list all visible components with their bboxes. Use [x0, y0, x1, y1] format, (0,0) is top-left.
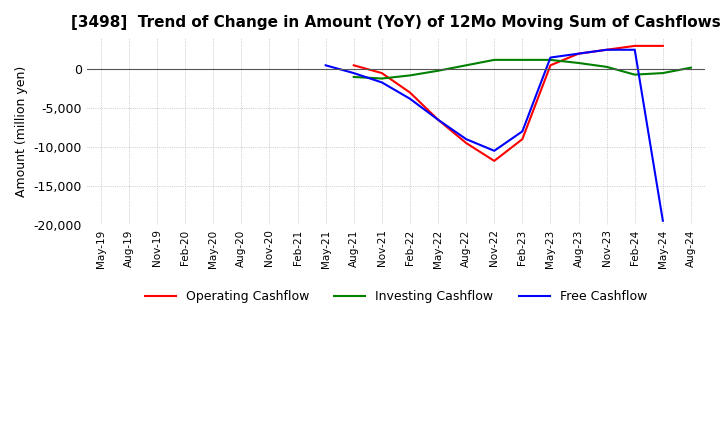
- Investing Cashflow: [462, 62, 470, 68]
- Free Cashflow: [321, 62, 330, 68]
- Free Cashflow: [603, 47, 611, 52]
- Operating Cashflow: [433, 117, 442, 122]
- Investing Cashflow: [349, 74, 358, 80]
- Operating Cashflow: [405, 90, 414, 95]
- Line: Operating Cashflow: Operating Cashflow: [354, 46, 663, 161]
- Title: [3498]  Trend of Change in Amount (YoY) of 12Mo Moving Sum of Cashflows: [3498] Trend of Change in Amount (YoY) o…: [71, 15, 720, 30]
- Investing Cashflow: [433, 68, 442, 73]
- Operating Cashflow: [377, 70, 386, 76]
- Investing Cashflow: [405, 73, 414, 78]
- Line: Investing Cashflow: Investing Cashflow: [354, 60, 691, 78]
- Operating Cashflow: [462, 140, 470, 146]
- Investing Cashflow: [687, 65, 696, 70]
- Investing Cashflow: [377, 76, 386, 81]
- Operating Cashflow: [546, 62, 555, 68]
- Investing Cashflow: [546, 57, 555, 62]
- Investing Cashflow: [631, 72, 639, 77]
- Free Cashflow: [377, 80, 386, 85]
- Free Cashflow: [546, 55, 555, 60]
- Y-axis label: Amount (million yen): Amount (million yen): [15, 66, 28, 197]
- Operating Cashflow: [349, 62, 358, 68]
- Free Cashflow: [405, 96, 414, 101]
- Free Cashflow: [433, 117, 442, 122]
- Investing Cashflow: [575, 60, 583, 66]
- Operating Cashflow: [575, 51, 583, 56]
- Free Cashflow: [462, 136, 470, 142]
- Investing Cashflow: [518, 57, 526, 62]
- Legend: Operating Cashflow, Investing Cashflow, Free Cashflow: Operating Cashflow, Investing Cashflow, …: [140, 285, 652, 308]
- Free Cashflow: [631, 47, 639, 52]
- Line: Free Cashflow: Free Cashflow: [325, 50, 663, 221]
- Operating Cashflow: [518, 136, 526, 142]
- Operating Cashflow: [490, 158, 498, 164]
- Operating Cashflow: [603, 47, 611, 52]
- Free Cashflow: [490, 148, 498, 154]
- Investing Cashflow: [603, 64, 611, 70]
- Operating Cashflow: [631, 43, 639, 48]
- Free Cashflow: [518, 129, 526, 134]
- Free Cashflow: [349, 70, 358, 76]
- Investing Cashflow: [659, 70, 667, 76]
- Operating Cashflow: [659, 43, 667, 48]
- Investing Cashflow: [490, 57, 498, 62]
- Free Cashflow: [575, 51, 583, 56]
- Free Cashflow: [659, 218, 667, 224]
